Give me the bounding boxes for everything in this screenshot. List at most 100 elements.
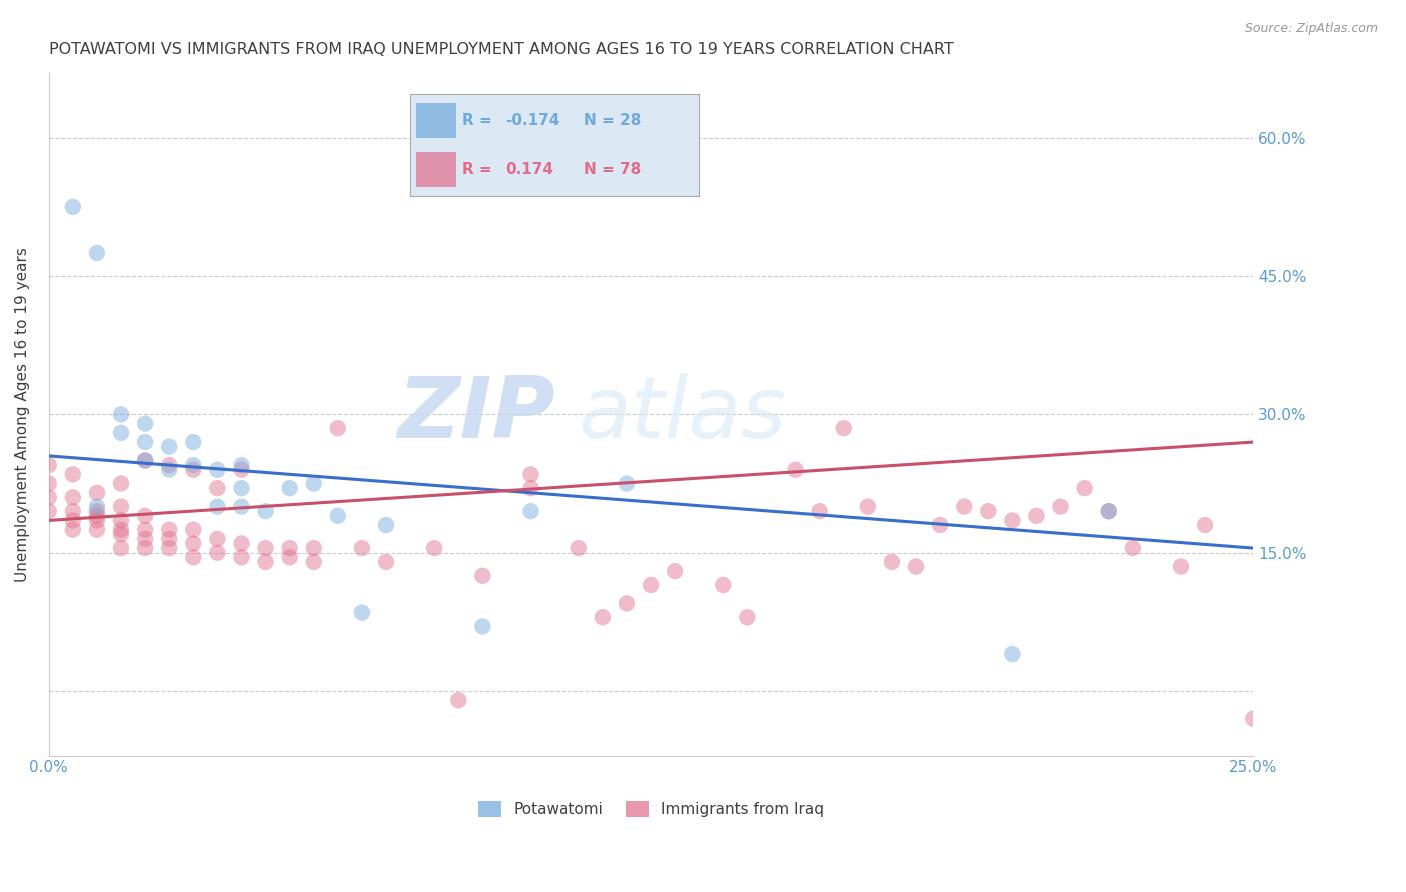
Point [157,532,180,546]
Point [1049,500,1071,514]
Point [157,523,180,537]
Point [134,453,156,467]
Point [62,504,84,518]
Point [157,463,180,477]
Point [62,200,84,214]
Point [134,541,156,555]
Point [471,568,494,582]
Point [86,246,108,260]
Point [326,421,349,435]
Point [134,508,156,523]
Point [231,463,253,477]
Point [134,532,156,546]
Point [808,504,831,518]
Point [326,508,349,523]
Point [110,523,132,537]
Point [181,536,204,550]
Point [302,476,325,491]
Point [134,435,156,450]
Point [375,518,398,533]
Text: ZIP: ZIP [396,373,554,456]
Point [207,532,229,546]
Point [62,523,84,537]
Point [110,408,132,422]
Point [207,546,229,560]
Y-axis label: Unemployment Among Ages 16 to 19 years: Unemployment Among Ages 16 to 19 years [15,247,30,582]
Point [181,550,204,565]
Point [157,541,180,555]
Point [134,523,156,537]
Point [207,500,229,514]
Point [953,500,976,514]
Point [86,500,108,514]
Point [207,481,229,495]
Point [231,481,253,495]
Point [832,421,855,435]
Point [423,541,446,555]
Point [856,500,879,514]
Point [231,458,253,472]
Point [86,508,108,523]
Point [38,504,60,518]
Point [157,458,180,472]
Point [880,555,903,569]
Point [785,463,807,477]
Point [568,541,591,555]
Point [38,476,60,491]
Point [278,541,301,555]
Point [86,504,108,518]
Point [110,513,132,527]
Point [1122,541,1144,555]
Point [1098,504,1121,518]
Legend: Potawatomi, Immigrants from Iraq: Potawatomi, Immigrants from Iraq [472,795,830,823]
Point [711,578,734,592]
Point [616,476,638,491]
Point [254,555,277,569]
Point [1170,559,1192,574]
Point [1241,712,1264,726]
Point [62,467,84,482]
Point [110,500,132,514]
Point [110,425,132,440]
Point [231,500,253,514]
Point [181,458,204,472]
Point [977,504,1000,518]
Point [181,523,204,537]
Point [110,541,132,555]
Point [519,467,541,482]
Point [181,463,204,477]
Point [592,610,614,624]
Point [471,619,494,633]
Point [447,693,470,707]
Point [1194,518,1216,533]
Point [664,564,686,578]
Point [38,491,60,505]
Point [134,453,156,467]
Point [62,513,84,527]
Point [254,504,277,518]
Point [38,458,60,472]
Point [640,578,662,592]
Point [231,536,253,550]
Point [62,491,84,505]
Point [278,481,301,495]
Point [86,485,108,500]
Point [1025,508,1047,523]
Point [157,440,180,454]
Point [350,541,373,555]
Point [134,417,156,431]
Point [278,550,301,565]
Text: Source: ZipAtlas.com: Source: ZipAtlas.com [1244,22,1378,36]
Point [181,435,204,450]
Point [519,481,541,495]
Point [519,504,541,518]
Point [231,550,253,565]
Point [302,541,325,555]
Point [302,555,325,569]
Point [350,606,373,620]
Point [737,610,759,624]
Point [110,527,132,541]
Point [86,523,108,537]
Point [86,513,108,527]
Point [254,541,277,555]
